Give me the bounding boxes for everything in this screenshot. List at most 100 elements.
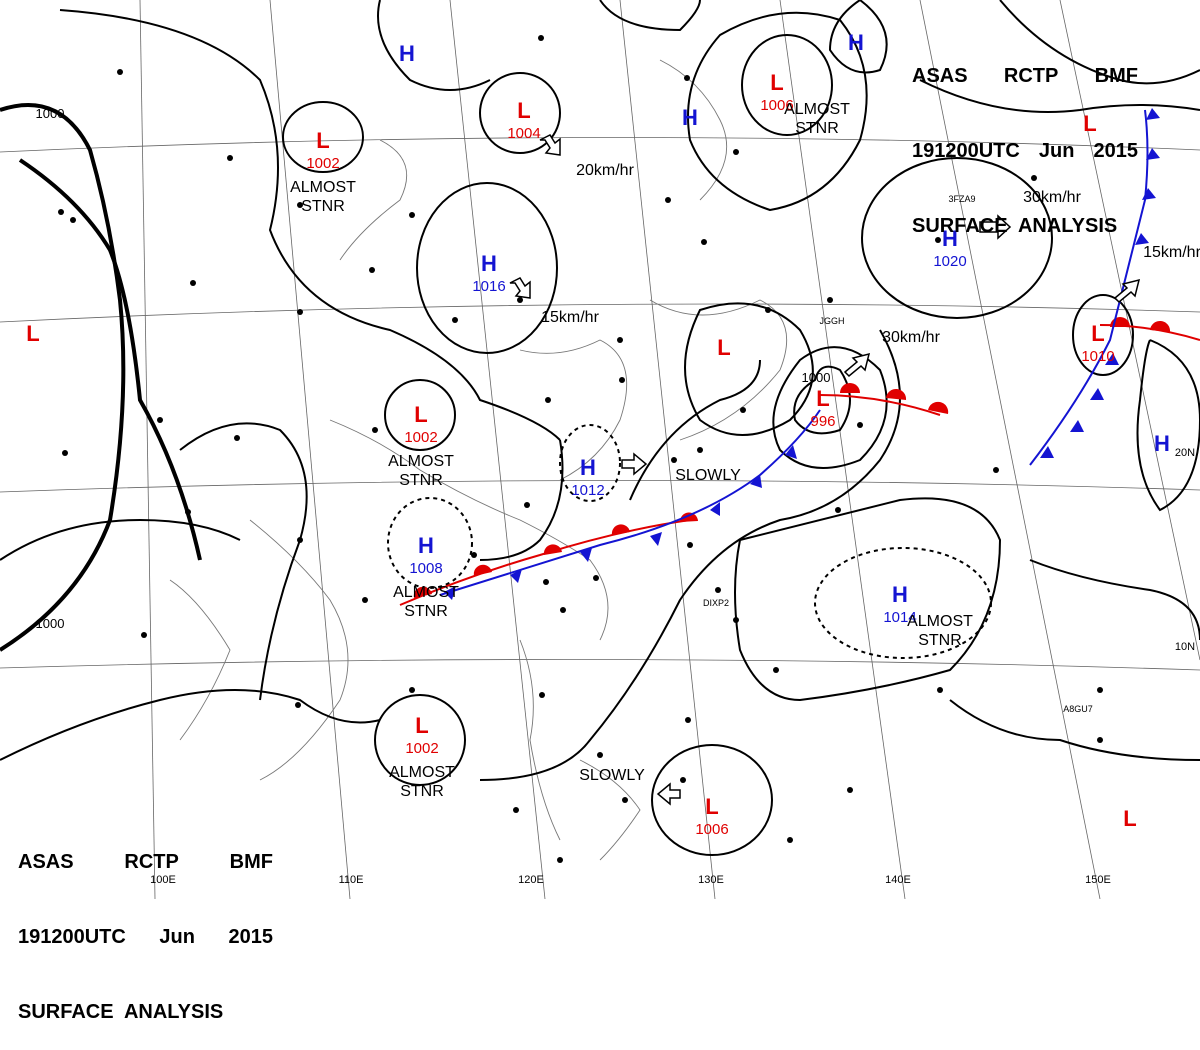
motion-speed-label: 20km/hr [576,162,634,179]
movement-note: ALMOST [388,453,454,470]
header-bottom-code: BMF [229,851,273,873]
low-pressure-symbol: L [26,321,39,346]
movement-note: ALMOST [907,613,973,630]
header-top-line3: SURFACE ANALYSIS [912,214,1138,239]
movement-note: ALMOST [784,101,850,118]
header-bottom: ASAS RCTP BMF 191200UTC Jun 2015 SURFACE… [18,800,273,1050]
high-pressure-symbol: H [682,105,698,130]
header-top-year: 2015 [1093,140,1139,162]
isobar-value-label: 1000 [802,370,831,385]
high-pressure-symbol: H [418,533,434,558]
header-top-month: Jun [1038,140,1075,162]
low-pressure-symbol: L [816,386,829,411]
pressure-value: 1014 [883,609,916,626]
longitude-label: 120E [518,874,544,886]
header-bottom-line2: 191200UTC Jun 2015 [18,925,273,950]
header-bottom-year: 2015 [228,926,274,948]
station-plots [58,35,1103,863]
pressure-value: 1016 [472,278,505,295]
map-labels: 20km/hr 15km/hr 30km/hr 30km/hr 15km/hr SLOWL… [36,106,1200,886]
isobar-value-label: 1000 [36,616,65,631]
longitude-label: 150E [1085,874,1111,886]
header-bottom-station: RCTP [124,851,179,873]
motion-speed-label: 15km/hr [1143,244,1200,261]
arrow-icon [621,452,648,476]
pressure-value: 1006 [695,821,728,838]
low-pressure-symbol: L [1123,806,1136,831]
high-pressure-symbol: H [580,455,596,480]
cold-front [439,108,1160,600]
header-bottom-agency: ASAS [18,851,74,873]
header-top-title: SURFACE ANALYSIS [912,215,1118,237]
header-bottom-line3: SURFACE ANALYSIS [18,1000,273,1025]
header-top-station: RCTP [1003,65,1059,87]
high-pressure-symbol: H [848,30,864,55]
motion-speed-label: 30km/hr [882,329,940,346]
ship-station-label: DIXP2 [703,598,729,608]
low-pressure-symbol: L [316,128,329,153]
header-top-line1: ASAS RCTP BMF [912,64,1138,89]
coastlines [169,59,788,861]
arrow-icon [1113,278,1141,304]
low-pressure-symbol: L [414,402,427,427]
latitude-label: 10N [1175,641,1195,653]
header-top-time: 191200UTC [912,140,1020,162]
movement-note: STNR [400,783,444,800]
header-top: ASAS RCTP BMF 191200UTC Jun 2015 SURFACE… [912,14,1138,264]
isobars [0,0,1200,856]
high-pressure-symbol: H [1154,431,1170,456]
movement-note: ALMOST [393,584,459,601]
low-pressure-symbol: L [1091,321,1104,346]
high-pressure-symbol: H [399,41,415,66]
longitude-label: 140E [885,874,911,886]
movement-note: ALMOST [290,179,356,196]
movement-note: STNR [399,472,443,489]
ship-station-label: 3FZA9 [948,194,975,204]
header-bottom-line1: ASAS RCTP BMF [18,850,273,875]
latitude-label: 20N [1175,447,1195,459]
low-pressure-symbol: L [717,335,730,360]
warm-front [399,317,1200,606]
header-bottom-title: SURFACE ANALYSIS [18,1001,224,1023]
pressure-value: 1010 [1081,348,1114,365]
high-pressure-symbol: H [942,226,958,251]
low-pressure-symbol: L [1083,111,1096,136]
motion-speed-label: SLOWLY [675,467,741,484]
pressure-value: 1012 [571,482,604,499]
arrow-icon [539,134,561,156]
movement-note: STNR [301,198,345,215]
high-pressure-symbol: H [892,582,908,607]
motion-speed-label: 15km/hr [541,309,599,326]
pressure-value: 1020 [933,253,966,270]
motion-arrows [509,134,1141,806]
pressure-value: 1002 [404,429,437,446]
header-bottom-time: 191200UTC [18,926,126,948]
header-top-agency: ASAS [912,65,968,87]
low-pressure-symbol: L [517,98,530,123]
pressure-value: 1004 [507,125,540,142]
ship-station-label: A8GU7 [1063,704,1093,714]
low-pressure-symbol: L [415,713,428,738]
pressure-value: 1008 [409,560,442,577]
arrow-icon [843,352,871,378]
low-pressure-symbol: L [705,794,718,819]
pressure-value: 1002 [306,155,339,172]
header-top-code: BMF [1094,65,1138,87]
motion-speed-label: SLOWLY [579,767,645,784]
arrow-icon [656,782,681,806]
longitude-label: 110E [339,874,364,886]
pressure-value: 1006 [760,97,793,114]
high-pressure-symbol: H [481,251,497,276]
motion-speed-label: 30km/hr [1023,189,1081,206]
movement-note: STNR [795,120,839,137]
pressure-value: 1002 [405,740,438,757]
isobar-value-label: 1000 [36,106,65,121]
movement-note: ALMOST [389,764,455,781]
arrow-icon [509,277,531,299]
longitude-label: 130E [698,874,724,886]
low-pressure-symbol: L [770,70,783,95]
pressure-value: 996 [810,413,835,430]
longitude-label: 100E [150,874,176,886]
